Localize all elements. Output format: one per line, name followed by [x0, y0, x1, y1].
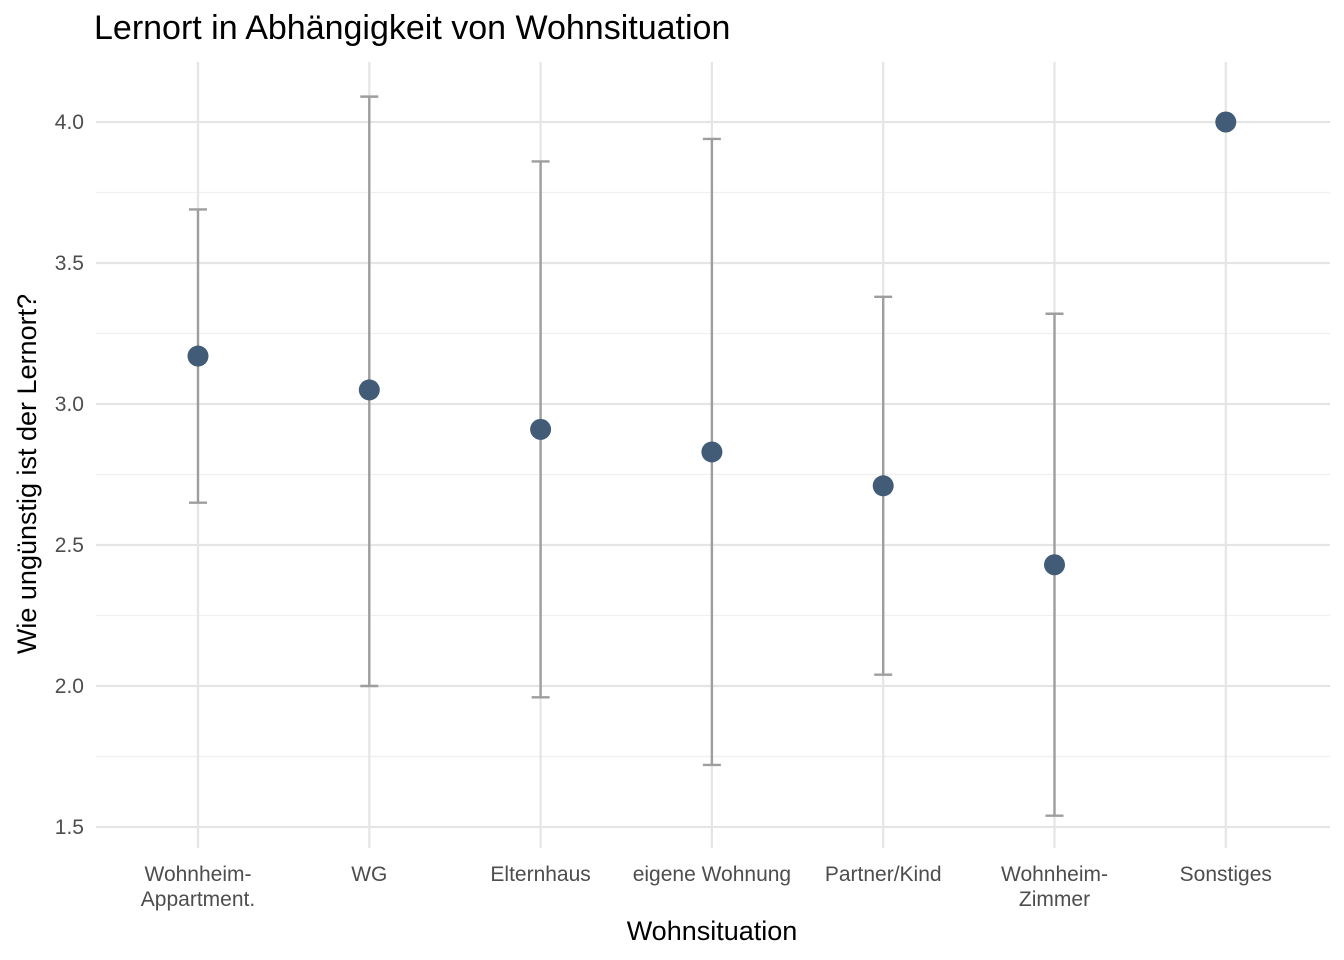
data-point [1215, 111, 1237, 133]
error-bars [189, 95, 1064, 817]
y-tick-label: 3.5 [55, 252, 84, 275]
data-point [187, 345, 209, 367]
x-tick-label: Wohnheim-Appartment. [141, 863, 255, 911]
y-tick-label: 1.5 [55, 816, 84, 839]
y-tick-label: 2.5 [55, 534, 84, 557]
x-tick-label: Sonstiges [1180, 863, 1272, 886]
x-tick-label: Wohnheim-Zimmer [1001, 863, 1108, 911]
x-axis-tick-labels: Wohnheim-Appartment.WG Elternhaus eigene W… [141, 863, 1272, 911]
x-tick-label: Elternhaus [490, 863, 590, 886]
x-tick-label-line: Wohnheim- [145, 863, 252, 886]
data-point [701, 441, 723, 463]
x-tick-label-line: WG [351, 863, 387, 886]
x-tick-label-line: Wohnheim- [1001, 863, 1108, 886]
x-tick-label: Partner/Kind [825, 863, 942, 886]
data-point [1044, 554, 1065, 576]
y-tick-label: 4.0 [55, 111, 84, 134]
x-axis-title: Wohnsituation [627, 916, 798, 946]
y-axis-title: Wie ungünstig ist der Lernort? [12, 294, 42, 654]
data-point [530, 418, 552, 440]
y-tick-label: 2.0 [55, 675, 84, 698]
y-tick-label: 3.0 [55, 393, 84, 416]
data-point [872, 475, 894, 497]
x-tick-label: WG [351, 863, 387, 886]
x-tick-label-line: Partner/Kind [825, 863, 942, 886]
x-tick-label-line: Elternhaus [490, 863, 590, 886]
x-tick-label-line: Appartment. [141, 888, 255, 911]
y-axis-tick-labels: 1.5 2.0 2.5 3.0 3.5 4.0 [55, 111, 84, 839]
x-tick-label-line: Sonstiges [1180, 863, 1272, 886]
x-tick-label: eigene Wohnung [633, 863, 791, 886]
data-point [358, 379, 380, 401]
data-points [187, 111, 1237, 576]
x-tick-label-line: Zimmer [1019, 888, 1090, 911]
x-tick-label-line: eigene Wohnung [633, 863, 791, 886]
chart-title: Lernort in Abhängigkeit von Wohnsituatio… [94, 9, 730, 47]
